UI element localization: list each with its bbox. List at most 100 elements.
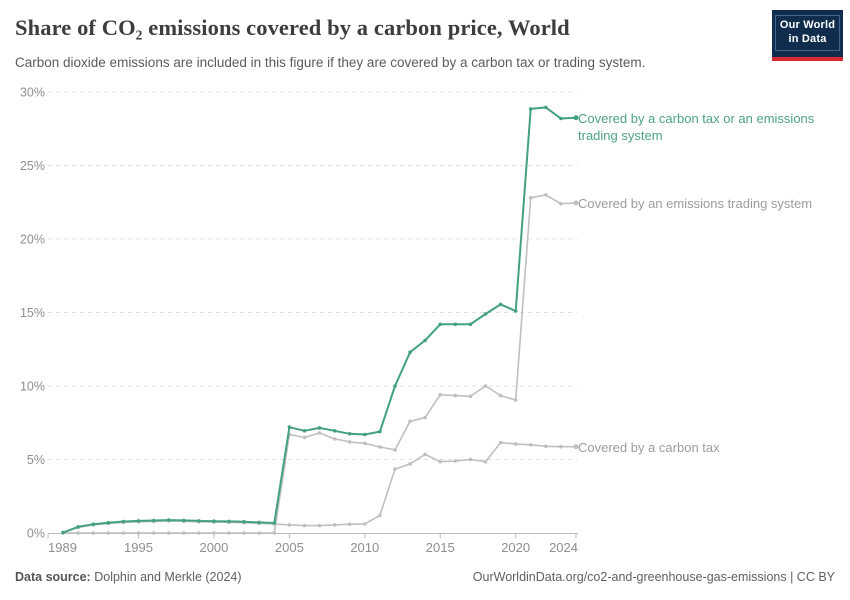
x-tick-label-2005: 2005 [275, 540, 304, 555]
x-tick-label-2020: 2020 [501, 540, 530, 555]
series-point-combined-2012 [393, 384, 397, 388]
series-point-ets-2019 [498, 393, 503, 398]
x-tick-label-1995: 1995 [124, 540, 153, 555]
series-point-ets-2002 [242, 531, 246, 535]
series-point-tax-2011 [378, 513, 382, 518]
x-tick-label-2024: 2024 [549, 540, 578, 555]
y-tick-label-10: 10% [20, 380, 45, 394]
series-point-combined-2023 [559, 116, 563, 121]
series-point-ets-2015 [438, 393, 443, 397]
series-point-combined-1995 [136, 519, 141, 523]
series-point-combined-2014 [423, 338, 427, 343]
series-point-ets-2008 [332, 437, 337, 441]
series-point-ets-2023 [559, 201, 563, 206]
series-point-tax-2023 [559, 444, 563, 449]
series-point-ets-2000 [212, 531, 216, 535]
series-point-tax-2006 [302, 523, 307, 528]
series-point-combined-2019 [498, 302, 503, 307]
chart-subtitle: Carbon dioxide emissions are included in… [15, 55, 646, 70]
series-point-combined-1998 [182, 518, 186, 523]
owid-logo-box: Our World in Data [772, 10, 843, 57]
x-tick-label-2000: 2000 [199, 540, 228, 555]
series-point-ets-2014 [423, 415, 427, 420]
series-point-combined-1994 [121, 519, 126, 524]
series-point-combined-2000 [212, 519, 216, 523]
series-point-tax-2005 [287, 523, 292, 527]
chart-title: Share of CO₂ emissions covered by a carb… [15, 15, 570, 40]
series-point-ets-1999 [197, 531, 201, 535]
owid-logo-line2: in Data [788, 32, 827, 45]
data-source-value: Dolphin and Merkle (2024) [94, 570, 242, 584]
series-point-tax-2015 [438, 459, 443, 464]
series-point-tax-2013 [408, 462, 412, 466]
legend-label-ets[interactable]: Covered by an emissions trading system [578, 196, 813, 211]
series-point-ets-2007 [317, 431, 322, 435]
x-tick-label-2010: 2010 [350, 540, 379, 555]
legend-label-combined[interactable]: Covered by a carbon tax or an emissions … [578, 111, 815, 143]
y-tick-label-25: 25% [20, 159, 45, 173]
y-tick-label-20: 20% [20, 233, 45, 247]
series-point-ets-2022 [544, 193, 548, 197]
series-point-combined-1996 [151, 518, 156, 523]
series-point-combined-2024 [573, 115, 579, 121]
legend-label-tax[interactable]: Covered by a carbon tax [578, 440, 720, 455]
series-point-ets-2003 [257, 531, 262, 535]
series-point-ets-2020 [513, 398, 518, 402]
series-point-combined-2002 [242, 520, 246, 524]
series-point-combined-2010 [363, 432, 367, 437]
series-point-ets-2013 [408, 419, 412, 424]
series-line-combined[interactable] [62, 106, 577, 534]
series-point-combined-2022 [544, 105, 548, 110]
series-point-ets-2017 [468, 394, 473, 399]
series-point-combined-2003 [257, 520, 262, 525]
x-tick-label-2015: 2015 [426, 540, 455, 555]
series-point-combined-2009 [347, 432, 352, 436]
series-point-ets-2016 [453, 393, 458, 398]
series-point-ets-2004 [272, 531, 277, 535]
owid-logo[interactable]: Our World in Data [772, 10, 843, 61]
series-point-tax-2016 [453, 459, 458, 463]
series-point-ets-1992 [91, 531, 96, 535]
series-point-tax-2012 [393, 467, 397, 471]
series-point-combined-2013 [408, 350, 412, 355]
series-point-tax-2022 [544, 444, 548, 449]
series-point-combined-2004 [272, 521, 277, 525]
series-point-ets-2018 [483, 384, 488, 388]
series-point-combined-2021 [528, 107, 533, 111]
series-point-ets-1993 [106, 531, 111, 535]
series-point-tax-2020 [513, 442, 518, 446]
series-point-tax-2010 [363, 522, 367, 526]
series-point-tax-2017 [468, 457, 473, 462]
series-line-tax[interactable] [62, 441, 577, 534]
series-point-combined-2016 [453, 322, 458, 327]
series-point-ets-1996 [151, 531, 156, 535]
series-point-ets-1997 [166, 531, 171, 535]
y-tick-label-30: 30% [20, 86, 45, 100]
y-tick-label-15: 15% [20, 306, 45, 320]
owid-logo-line1: Our World [779, 19, 836, 31]
series-point-combined-1991 [76, 525, 80, 529]
y-tick-label-5: 5% [27, 453, 45, 467]
series-point-combined-2015 [438, 322, 443, 327]
series-point-combined-2008 [332, 429, 337, 433]
chart-footer: Data source: Dolphin and Merkle (2024) O… [0, 569, 850, 585]
data-source: Data source: Dolphin and Merkle (2024) [15, 569, 242, 585]
series-point-ets-2021 [528, 196, 533, 200]
series-point-combined-1992 [91, 522, 96, 526]
series-point-tax-2018 [483, 459, 488, 464]
series-point-ets-1998 [182, 531, 186, 535]
series-point-combined-1997 [166, 518, 171, 522]
series-point-ets-2009 [347, 440, 352, 444]
series-point-ets-2006 [302, 435, 307, 440]
series-point-ets-2011 [378, 445, 382, 449]
series-point-tax-2014 [423, 452, 427, 457]
series-point-combined-2007 [317, 426, 322, 430]
series-point-combined-2017 [468, 322, 473, 327]
series-point-combined-1990 [61, 530, 65, 535]
series-point-tax-2007 [317, 523, 322, 528]
attribution-link[interactable]: OurWorldinData.org/co2-and-greenhouse-ga… [472, 570, 835, 584]
series-line-ets[interactable] [62, 194, 577, 534]
owid-logo-red-bar [772, 57, 843, 61]
series-point-combined-2005 [287, 425, 292, 430]
